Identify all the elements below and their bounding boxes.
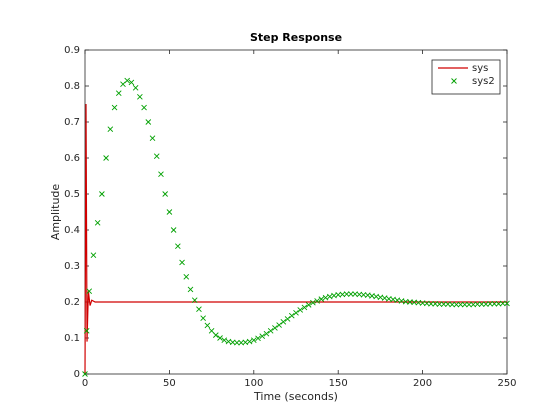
x-tick-label: 250 <box>497 378 516 389</box>
marker <box>453 301 460 308</box>
y-axis-label: Amplitude <box>49 184 62 241</box>
marker <box>137 93 143 100</box>
marker <box>255 335 261 342</box>
marker <box>491 300 498 307</box>
x-tick-label: 150 <box>329 378 348 389</box>
marker <box>217 335 223 341</box>
marker <box>284 316 291 322</box>
x-tick-label: 50 <box>163 378 176 389</box>
marker <box>187 286 194 293</box>
marker <box>213 332 219 338</box>
marker <box>272 325 278 331</box>
marker <box>310 299 316 306</box>
axes <box>84 49 508 375</box>
marker <box>115 90 122 97</box>
x-tick-label: 200 <box>413 378 432 389</box>
marker <box>94 219 101 226</box>
marker <box>301 304 308 311</box>
marker <box>440 301 447 307</box>
legend-marker <box>451 78 457 84</box>
marker <box>221 337 228 343</box>
marker <box>461 301 468 308</box>
y-tick-label: 0.6 <box>64 153 80 164</box>
marker <box>499 300 506 307</box>
marker <box>457 301 464 308</box>
marker <box>158 171 164 178</box>
marker <box>487 300 493 307</box>
marker <box>259 333 266 340</box>
legend-box <box>431 59 501 95</box>
y-tick-label: 0.1 <box>64 333 80 344</box>
y-tick-label: 0.7 <box>64 117 80 128</box>
y-tick-label: 0.8 <box>64 81 80 92</box>
marker <box>449 301 455 308</box>
y-tick-label: 0 <box>74 369 80 380</box>
marker <box>478 301 485 307</box>
x-tick-label: 0 <box>82 378 88 389</box>
marker <box>474 301 481 307</box>
marker <box>149 135 156 142</box>
marker <box>428 300 434 307</box>
marker <box>99 191 105 197</box>
marker <box>250 337 257 343</box>
marker <box>103 155 109 161</box>
marker <box>170 227 177 233</box>
marker <box>196 306 202 313</box>
marker <box>326 293 333 300</box>
marker <box>267 327 274 334</box>
marker <box>145 119 152 125</box>
marker <box>314 298 320 304</box>
marker <box>466 301 472 308</box>
marker <box>166 209 173 215</box>
y-tick-label: 0.4 <box>64 225 80 236</box>
marker <box>305 302 312 308</box>
marker <box>343 291 350 297</box>
marker <box>90 252 97 259</box>
marker <box>436 301 443 307</box>
legend-label: sys <box>472 63 488 74</box>
marker <box>276 322 282 328</box>
marker <box>504 300 510 307</box>
x-axis-label: Time (seconds) <box>253 390 338 403</box>
marker <box>191 297 198 304</box>
marker <box>132 84 139 91</box>
marker <box>183 273 190 280</box>
marker <box>322 294 329 301</box>
legend-label: sys2 <box>472 76 495 87</box>
marker <box>111 104 118 111</box>
marker <box>162 191 168 197</box>
marker <box>179 259 185 266</box>
marker <box>288 312 295 319</box>
marker <box>204 322 211 329</box>
line <box>84 103 507 375</box>
marker <box>175 243 181 250</box>
marker <box>124 77 131 84</box>
marker <box>234 339 240 346</box>
y-tick-label: 0.5 <box>64 189 80 200</box>
marker <box>318 296 325 302</box>
marker <box>348 291 354 297</box>
marker <box>141 104 147 111</box>
marker <box>86 288 93 295</box>
marker <box>246 338 253 345</box>
chart-title: Step Response <box>250 31 342 44</box>
y-tick-label: 0.3 <box>64 261 80 272</box>
marker <box>297 307 304 313</box>
marker <box>128 79 135 86</box>
x-tick-label: 100 <box>244 378 263 389</box>
marker <box>263 330 270 337</box>
marker <box>208 327 215 334</box>
y-tick-label: 0.2 <box>64 297 80 308</box>
marker <box>280 318 287 325</box>
marker <box>107 126 114 133</box>
marker <box>200 315 206 322</box>
marker <box>153 153 160 160</box>
marker <box>293 309 299 316</box>
marker <box>83 327 90 334</box>
y-tick-label: 0.9 <box>64 45 80 56</box>
marker <box>82 371 88 377</box>
